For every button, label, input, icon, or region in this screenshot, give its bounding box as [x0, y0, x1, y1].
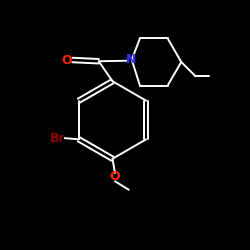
- Text: Br: Br: [50, 132, 65, 144]
- Text: N: N: [126, 53, 136, 66]
- Text: O: O: [62, 54, 72, 66]
- Text: O: O: [110, 170, 120, 183]
